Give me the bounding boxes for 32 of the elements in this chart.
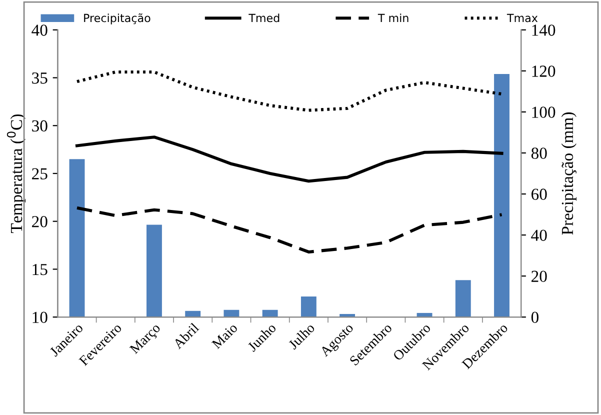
bar: [185, 310, 201, 318]
y-tick-label: 35: [32, 72, 48, 84]
line-series: [75, 136, 504, 183]
line-series: [75, 206, 504, 254]
bar: [224, 310, 240, 318]
legend-label: Precipitação: [84, 13, 150, 24]
bar: [494, 74, 510, 318]
y-tick-label: 25: [32, 168, 48, 180]
y-tick-label: 20: [32, 216, 48, 228]
bar: [146, 224, 162, 318]
y2-tick-label: 100: [532, 106, 556, 118]
y-tick-label: 15: [32, 264, 48, 276]
y-tick-label: 30: [32, 120, 48, 132]
y2-tick-label: 20: [532, 270, 547, 282]
bar: [69, 159, 85, 318]
y2-tick-label: 0: [531, 312, 538, 324]
y-tick-label: 10: [32, 312, 48, 324]
legend-label: Tmed: [248, 14, 280, 22]
y2-axis-title: Precipitação (mm): [561, 112, 576, 235]
x-tick-label: Maio: [211, 322, 238, 350]
legend-label: Tmax: [506, 14, 538, 22]
bar: [455, 280, 471, 318]
y2-tick-label: 80: [531, 148, 547, 159]
y2-tick-label: 40: [531, 230, 547, 241]
bar: [262, 310, 278, 318]
y-tick-label: 40: [32, 24, 48, 36]
y2-tick-label: 140: [532, 24, 556, 36]
bar: [300, 296, 316, 318]
y2-tick-label: 60: [532, 188, 547, 200]
line-series: [75, 70, 504, 112]
legend-label: T min: [378, 14, 408, 22]
y2-tick-label: 120: [532, 66, 556, 77]
